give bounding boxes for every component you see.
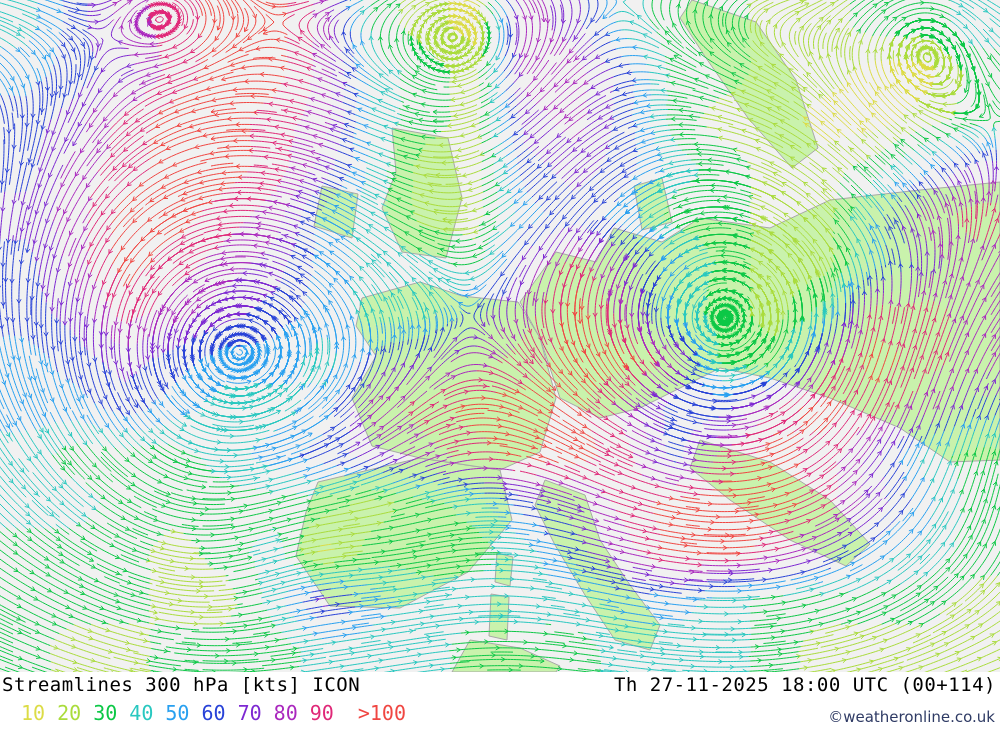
- speed-legend: 10 20 30 40 50 60 70 80 90 >100: [21, 701, 406, 725]
- valid-time: Th 27-11-2025 18:00 UTC (00+114): [613, 674, 996, 696]
- legend-value: 70: [237, 701, 262, 725]
- legend-value: 80: [273, 701, 298, 725]
- map-title: Streamlines 300 hPa [kts] ICON: [2, 674, 361, 696]
- legend-value: 10: [21, 701, 46, 725]
- legend-value: 40: [129, 701, 154, 725]
- legend-value: 20: [57, 701, 82, 725]
- legend-value: >100: [357, 701, 407, 725]
- legend-value: 30: [93, 701, 118, 725]
- map-footer-row: Streamlines 300 hPa [kts] ICON Th 27-11-…: [0, 674, 1000, 696]
- site-credit: ©weatheronline.co.uk: [828, 708, 995, 726]
- legend-value: 90: [309, 701, 334, 725]
- streamlines-map-canvas: [0, 0, 1000, 672]
- legend-value: 60: [201, 701, 226, 725]
- legend-value: 50: [165, 701, 190, 725]
